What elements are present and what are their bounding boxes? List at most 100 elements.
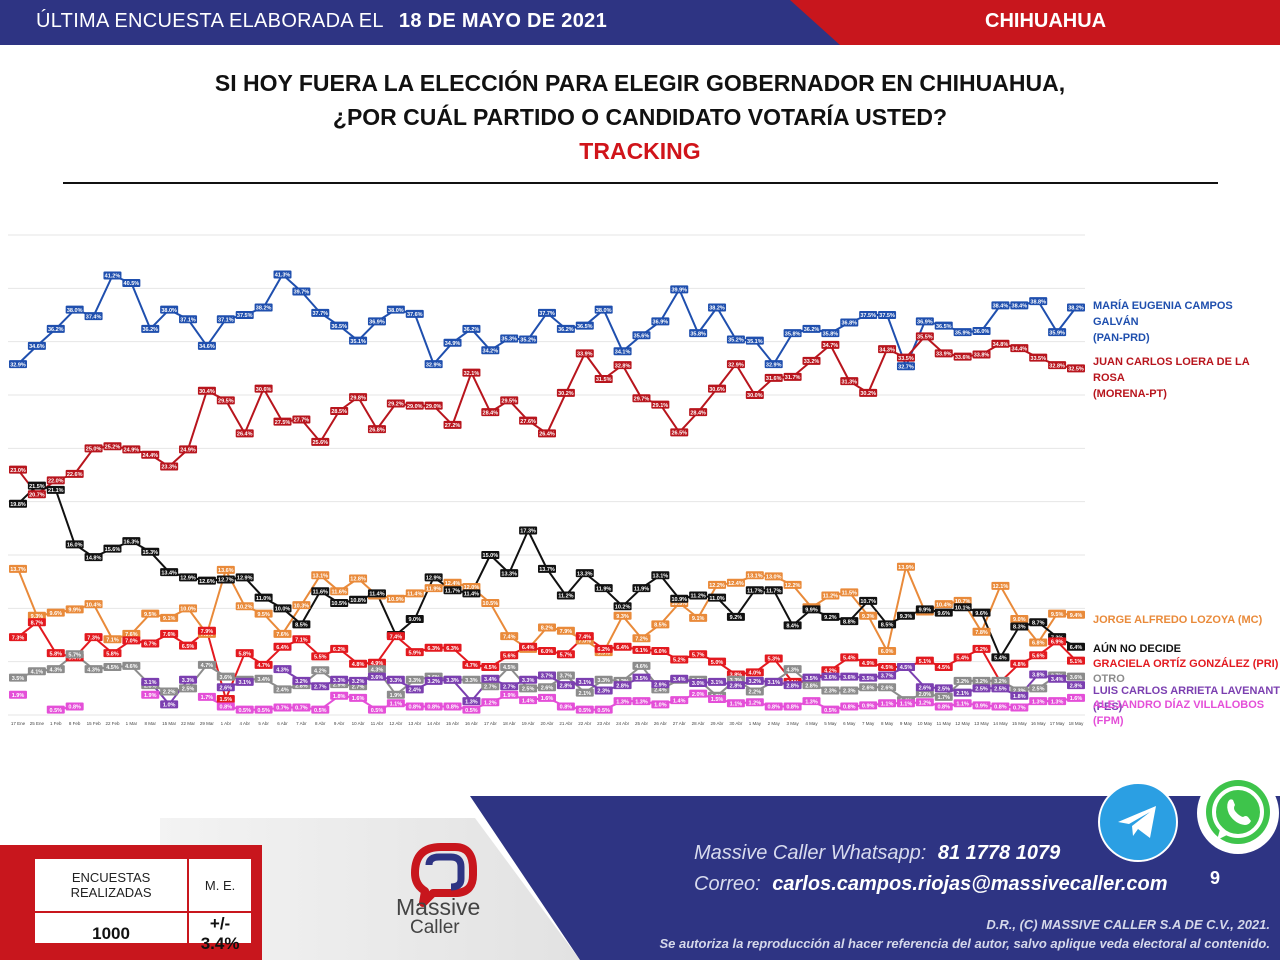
x-tick-label: 22 Abr — [578, 721, 592, 726]
data-marker — [216, 396, 235, 405]
data-label: 4.6% — [635, 664, 648, 670]
data-label: 35.8% — [785, 331, 801, 337]
data-label: 5.8% — [238, 651, 251, 657]
survey-date-prefix: ÚLTIMA ENCUESTA ELABORADA EL — [36, 10, 384, 32]
data-label: 0.8% — [786, 705, 799, 711]
data-label: 1.2% — [484, 700, 497, 706]
data-marker — [613, 642, 632, 651]
data-marker — [878, 683, 897, 692]
data-marker — [405, 589, 424, 598]
data-marker — [783, 372, 802, 381]
data-label: 2.9% — [654, 682, 667, 688]
data-label: 2.6% — [919, 685, 932, 691]
data-marker — [651, 400, 670, 409]
data-label: 4.9% — [371, 661, 384, 667]
x-tick-label: 18 May — [1069, 721, 1085, 726]
data-label: 30.2% — [860, 391, 876, 397]
data-marker — [953, 596, 972, 605]
data-label: 2.0% — [919, 692, 932, 698]
data-marker — [745, 676, 764, 685]
data-marker — [556, 591, 575, 600]
data-label: 4.3% — [276, 667, 289, 673]
data-marker — [9, 360, 27, 369]
data-label: 24.9% — [180, 448, 196, 454]
data-marker — [386, 690, 405, 699]
data-label: 38.0% — [388, 308, 404, 314]
data-label: 34.9% — [445, 341, 461, 347]
data-label: 4.5% — [106, 665, 119, 671]
data-marker — [878, 620, 897, 629]
x-tick-label: 11 Abr — [371, 721, 384, 726]
data-label: 3.0% — [692, 681, 705, 687]
data-label: 9.1% — [692, 616, 705, 622]
data-marker — [481, 408, 500, 417]
data-label: 34.7% — [823, 343, 839, 349]
data-label: 1.4% — [673, 698, 686, 704]
legend-mc: JORGE ALFREDO LOZOYA (MC) — [1093, 614, 1263, 626]
data-label: 3.1% — [238, 680, 251, 686]
x-tick-label: 30 Abr — [729, 721, 743, 726]
data-label: 16.0% — [67, 543, 83, 549]
data-label: 7.2% — [635, 636, 648, 642]
data-marker — [141, 677, 160, 686]
data-label: 36.8% — [841, 321, 857, 327]
legend-pan: MARÍA EUGENIA CAMPOS GALVÁN (PAN-PRD) — [1093, 298, 1280, 346]
data-marker — [254, 593, 273, 602]
data-label: 6.0% — [541, 649, 554, 655]
data-label: 36.9% — [917, 320, 933, 326]
data-label: 1.1% — [390, 701, 403, 707]
data-label: 27.2% — [445, 423, 461, 429]
data-label: 10.1% — [955, 605, 971, 611]
whatsapp-icon[interactable] — [1197, 772, 1279, 854]
telegram-icon[interactable] — [1098, 782, 1178, 862]
data-marker — [443, 420, 462, 429]
data-marker — [197, 660, 216, 669]
data-marker — [519, 675, 538, 684]
data-marker — [764, 654, 783, 663]
data-marker — [292, 676, 311, 685]
data-marker — [556, 324, 575, 333]
data-marker — [915, 656, 934, 665]
data-marker — [103, 663, 122, 671]
data-label: 7.3% — [87, 635, 100, 641]
x-tick-label: 15 Abr — [446, 721, 460, 726]
data-label: 3.3% — [333, 678, 346, 684]
data-label: 38.2% — [709, 306, 725, 312]
data-label: 3.7% — [541, 674, 554, 680]
data-marker — [292, 601, 311, 610]
data-marker — [462, 368, 481, 377]
data-marker — [311, 666, 330, 675]
x-tick-label: 7 Abr — [296, 721, 307, 726]
data-label: 9.5% — [257, 612, 270, 618]
data-label: 1.9% — [390, 693, 403, 699]
data-label: 1.5% — [220, 697, 233, 703]
data-label: 37.1% — [218, 317, 234, 323]
data-marker — [160, 629, 179, 638]
data-marker — [424, 360, 443, 369]
survey-date: 18 DE MAYO DE 2021 — [398, 10, 607, 32]
data-label: 37.5% — [879, 313, 895, 319]
data-marker — [216, 695, 235, 703]
data-marker — [991, 702, 1010, 711]
data-marker — [65, 650, 84, 659]
data-marker — [424, 573, 443, 582]
legend-morena-name: JUAN CARLOS LOERA DE LA ROSA — [1093, 356, 1250, 384]
data-label: 3.3% — [390, 678, 403, 684]
data-marker — [1029, 684, 1048, 693]
email-address[interactable]: carlos.campos.riojas@massivecaller.com — [772, 873, 1168, 895]
copyright: D.R., (C) MASSIVE CALLER S.A DE C.V., 20… — [986, 917, 1270, 932]
data-label: 19.8% — [10, 502, 26, 508]
x-tick-label: 6 Abr — [277, 721, 288, 726]
data-label: 4.3% — [371, 667, 384, 673]
data-marker — [1048, 697, 1067, 706]
data-label: 3.3% — [408, 678, 421, 684]
data-marker — [972, 684, 991, 693]
data-label: 9.0% — [408, 617, 421, 623]
data-label: 0.7% — [276, 706, 289, 712]
data-marker — [462, 589, 481, 598]
data-marker — [689, 329, 708, 338]
data-label: 9.9% — [919, 608, 932, 614]
data-marker — [349, 659, 368, 668]
data-marker — [878, 671, 897, 680]
data-label: 12.9% — [426, 576, 442, 582]
